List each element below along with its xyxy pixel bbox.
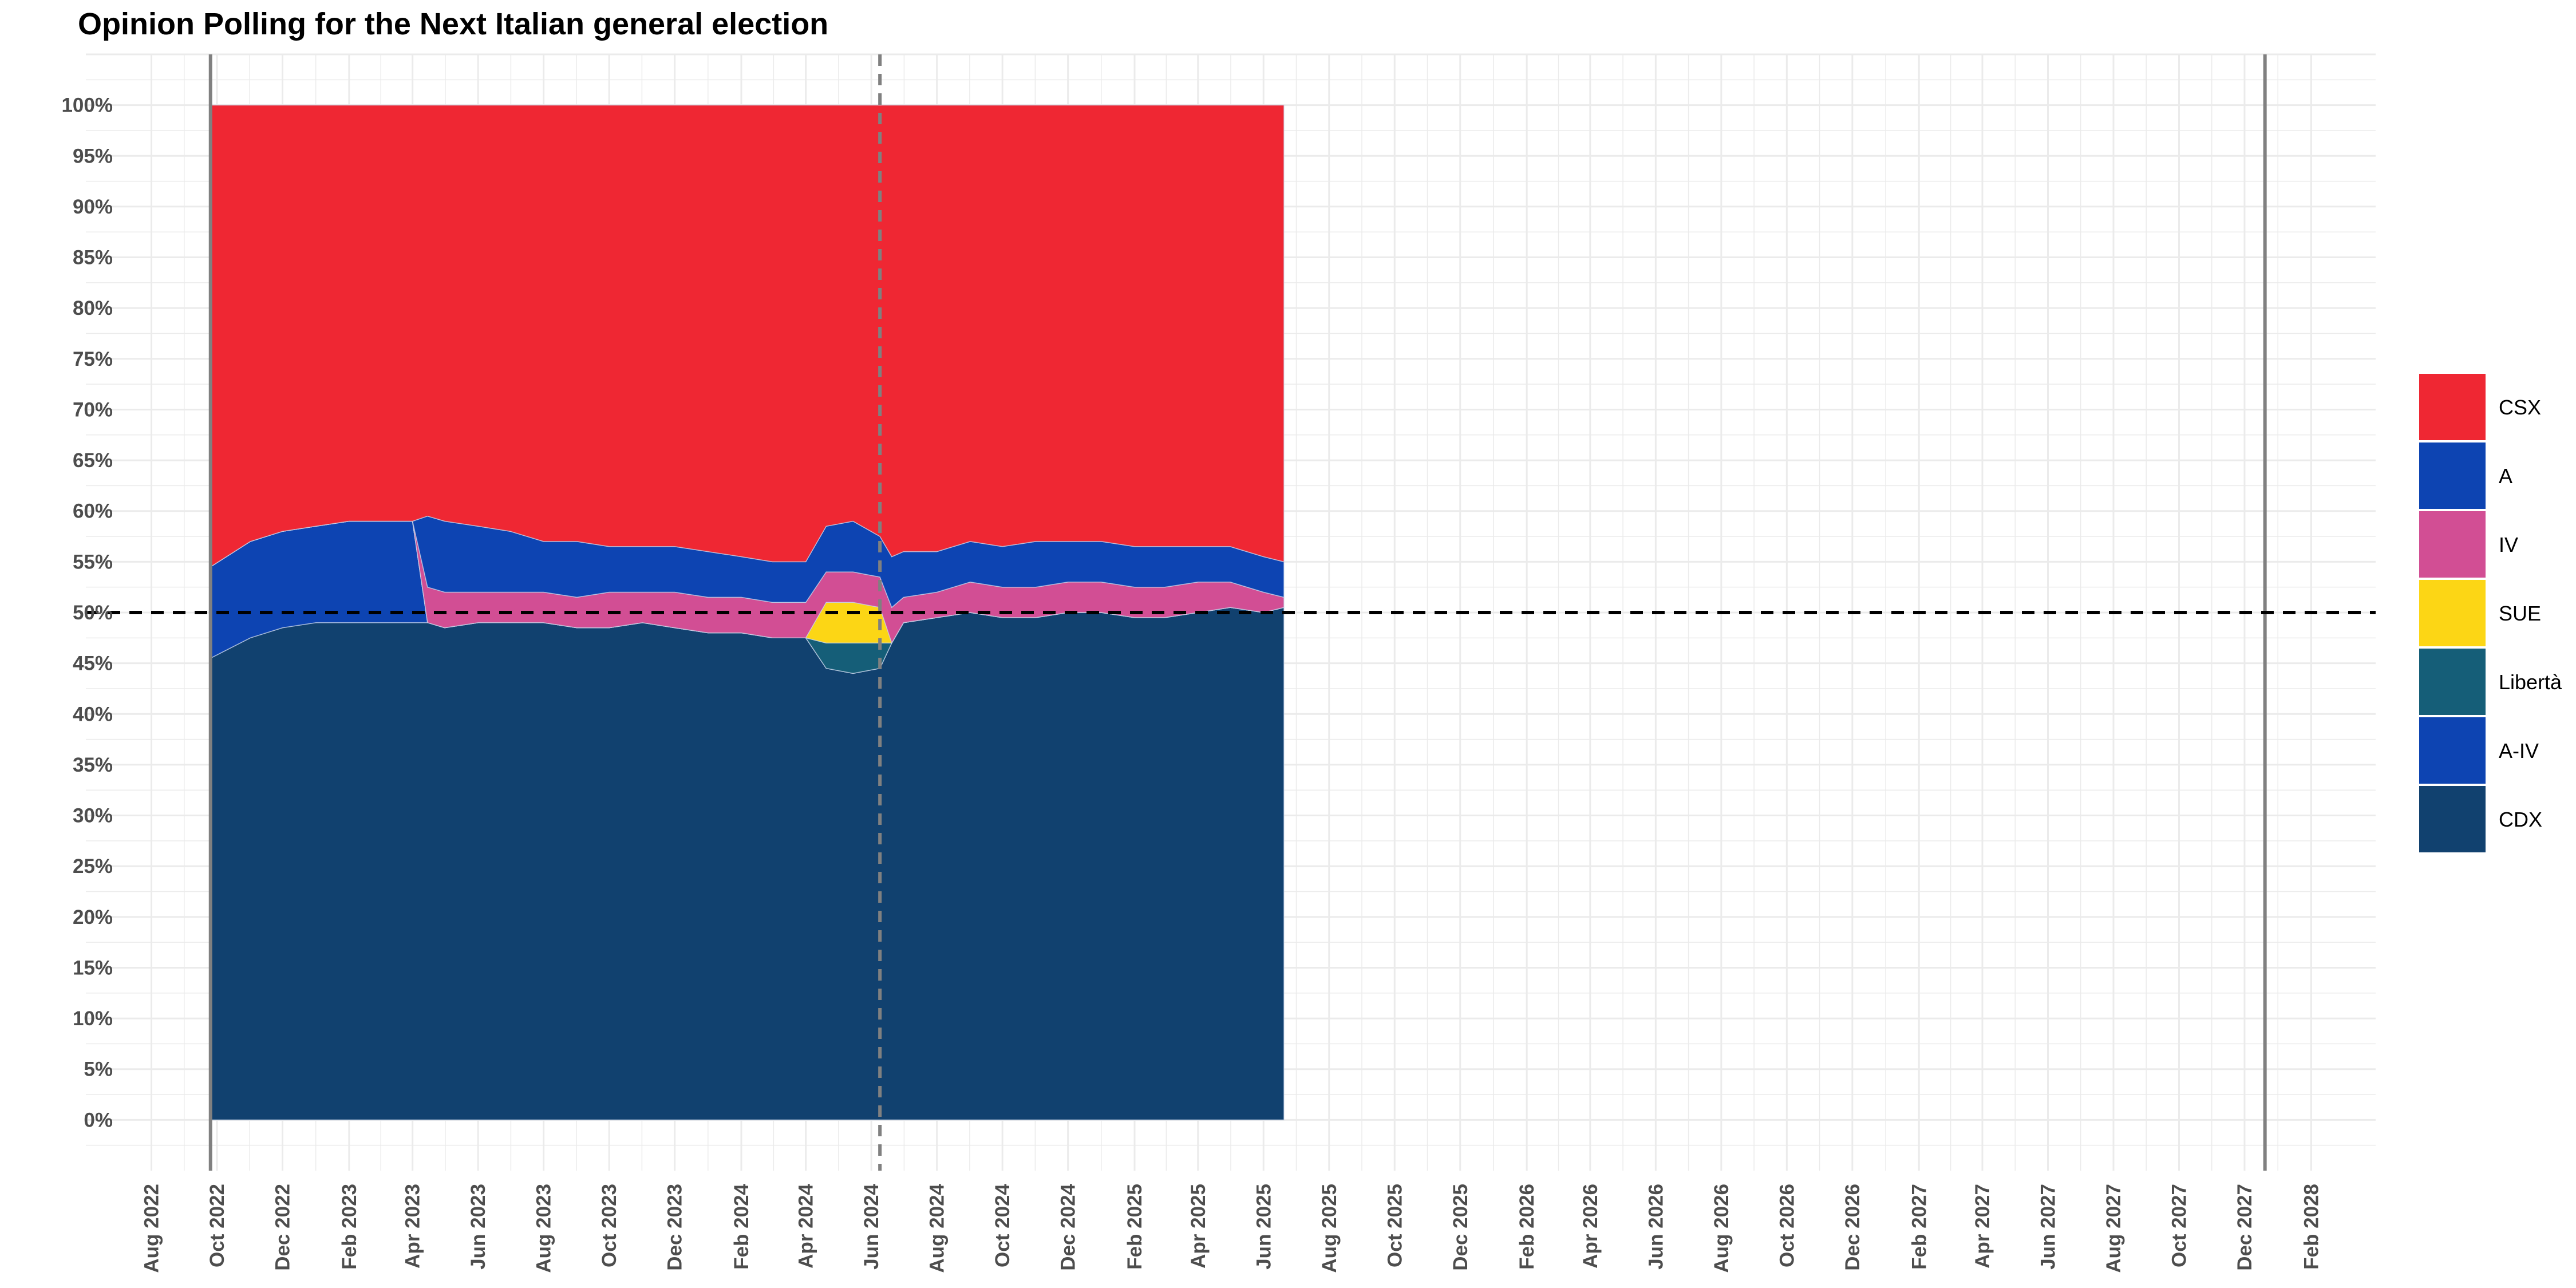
legend-key-5 <box>2418 647 2487 716</box>
x-tick-label: Feb 2024 <box>730 1183 753 1269</box>
x-tick-label: Feb 2028 <box>2300 1184 2322 1270</box>
x-tick-label: Apr 2027 <box>1971 1184 1994 1269</box>
x-tick-label: Oct 2027 <box>2168 1184 2190 1267</box>
legend-label: A <box>2499 464 2512 488</box>
x-axis-ticks: Aug 2022 Oct 2022 Dec 2022 Feb 2023 Apr 2023… <box>141 1183 2323 1273</box>
x-tick-label: Dec 2022 <box>272 1184 294 1271</box>
area-cdx <box>210 607 1285 1121</box>
x-tick-label: Feb 2025 <box>1124 1184 1146 1270</box>
x-tick-label: Aug 2023 <box>533 1184 555 1273</box>
y-tick-label: 35% <box>73 754 113 776</box>
area-csx <box>210 104 1285 568</box>
x-tick-label: Apr 2025 <box>1187 1184 1210 1269</box>
y-tick-label: 80% <box>73 297 113 319</box>
x-tick-label: Oct 2026 <box>1776 1184 1798 1267</box>
x-tick-label: Aug 2025 <box>1318 1184 1341 1273</box>
x-tick-label: Apr 2024 <box>795 1183 817 1268</box>
y-tick-label: 5% <box>84 1058 113 1081</box>
x-tick-label: Oct 2025 <box>1384 1184 1406 1267</box>
y-tick-label: 85% <box>73 247 113 269</box>
legend-label: IV <box>2499 533 2518 556</box>
legend-key-6 <box>2418 716 2487 785</box>
reference-lines <box>86 54 2376 1171</box>
x-tick-label: Jun 2027 <box>2037 1184 2059 1270</box>
x-tick-label: Feb 2026 <box>1516 1184 1538 1270</box>
y-tick-label: 65% <box>73 449 113 472</box>
x-tick-label: Aug 2027 <box>2103 1184 2125 1273</box>
y-tick-label: 55% <box>73 551 113 573</box>
legend-label: A-IV <box>2499 739 2539 762</box>
legend-key-4 <box>2418 579 2487 647</box>
x-tick-label: Dec 2026 <box>1842 1184 1864 1271</box>
x-tick-label: Aug 2022 <box>141 1184 163 1273</box>
y-tick-label: 30% <box>73 805 113 827</box>
plot-areas <box>210 104 1285 1121</box>
y-tick-label: 40% <box>73 703 113 725</box>
x-tick-label: Oct 2022 <box>206 1184 228 1267</box>
x-tick-label: Oct 2023 <box>598 1184 621 1267</box>
chart-title: Opinion Polling for the Next Italian gen… <box>78 7 828 41</box>
legend: CSX A IV SUE Libertà A-IV CDX <box>2418 373 2562 854</box>
x-tick-label: Apr 2023 <box>402 1184 424 1269</box>
y-tick-label: 75% <box>73 348 113 370</box>
legend-key-2 <box>2418 441 2487 510</box>
y-tick-label: 25% <box>73 855 113 878</box>
x-tick-label: Dec 2024 <box>1057 1183 1080 1270</box>
y-tick-label: 20% <box>73 906 113 929</box>
y-tick-label: 60% <box>73 500 113 523</box>
y-tick-label: 100% <box>61 94 113 117</box>
y-tick-label: 0% <box>84 1109 113 1131</box>
y-tick-label: 45% <box>73 653 113 675</box>
legend-key-7 <box>2418 785 2487 854</box>
y-tick-label: 70% <box>73 398 113 421</box>
y-tick-label: 10% <box>73 1008 113 1030</box>
x-tick-label: Dec 2025 <box>1449 1184 1472 1271</box>
x-tick-label: Aug 2024 <box>926 1183 949 1273</box>
x-tick-label: Jun 2026 <box>1645 1184 1667 1270</box>
legend-key-3 <box>2418 510 2487 579</box>
x-tick-label: Dec 2023 <box>664 1184 686 1271</box>
y-tick-label: 90% <box>73 196 113 218</box>
x-tick-label: Jun 2023 <box>467 1184 489 1270</box>
x-tick-label: Aug 2026 <box>1710 1184 1733 1273</box>
x-tick-label: Jun 2024 <box>860 1183 883 1269</box>
y-axis-ticks: 0% 5% 10% 15% 20% 25% 30% 35% 40% 45% 50% 55% 60% 65%… <box>61 94 113 1132</box>
legend-label: Libertà <box>2499 670 2562 694</box>
x-tick-label: Feb 2027 <box>1908 1184 1930 1270</box>
legend-label: CDX <box>2499 808 2542 831</box>
y-tick-label: 50% <box>73 602 113 624</box>
legend-label: SUE <box>2499 602 2541 625</box>
x-tick-label: Feb 2023 <box>338 1184 361 1270</box>
y-tick-label: 15% <box>73 957 113 979</box>
x-tick-label: Apr 2026 <box>1579 1184 1602 1269</box>
y-tick-label: 95% <box>73 145 113 167</box>
legend-key-1 <box>2418 373 2487 441</box>
x-tick-label: Dec 2027 <box>2234 1184 2256 1271</box>
legend-label: CSX <box>2499 396 2541 419</box>
x-tick-label: Oct 2024 <box>991 1183 1014 1267</box>
x-tick-label: Jun 2025 <box>1253 1184 1275 1270</box>
